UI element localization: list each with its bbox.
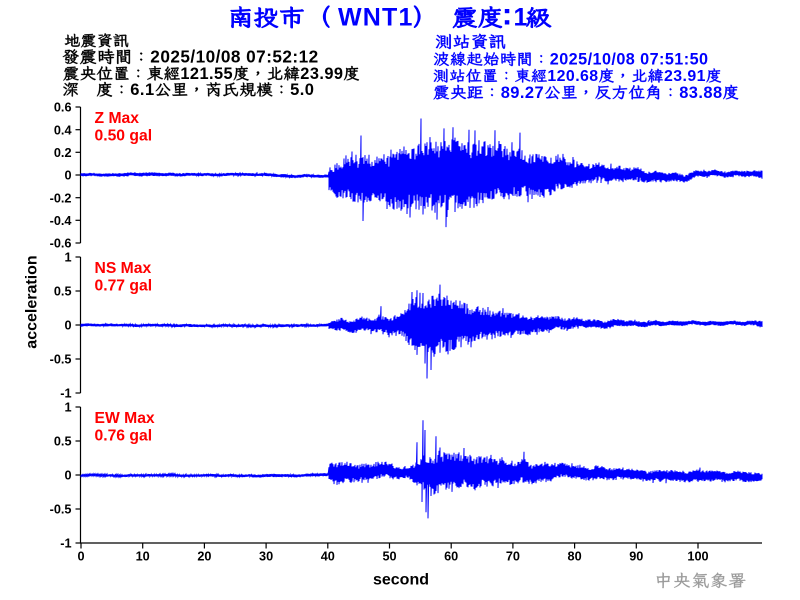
svg-text:40: 40 <box>321 549 335 563</box>
svg-text:-1: -1 <box>60 537 71 551</box>
svg-text:30: 30 <box>259 549 273 563</box>
svg-text:70: 70 <box>506 549 520 563</box>
svg-text:0.77 gal: 0.77 gal <box>95 278 153 295</box>
svg-text:2025/10/08 07:51:50: 2025/10/08 07:51:50 <box>550 50 709 68</box>
svg-text:-0.5: -0.5 <box>50 503 72 517</box>
svg-text:WNT1: WNT1 <box>338 4 414 32</box>
svg-text:20: 20 <box>197 549 211 563</box>
svg-text:100: 100 <box>687 549 708 563</box>
svg-text:121.55: 121.55 <box>180 65 233 83</box>
svg-text:-0.6: -0.6 <box>50 237 72 251</box>
svg-text:-0.4: -0.4 <box>50 214 72 228</box>
svg-text:1: 1 <box>514 4 528 32</box>
svg-text:-0.5: -0.5 <box>50 353 72 367</box>
svg-text:0.50 gal: 0.50 gal <box>95 128 153 145</box>
svg-text:0.4: 0.4 <box>54 123 72 137</box>
svg-text:89.27: 89.27 <box>501 84 544 102</box>
svg-text:0.6: 0.6 <box>54 101 72 115</box>
svg-text:0.2: 0.2 <box>54 146 72 160</box>
svg-text:6.1: 6.1 <box>130 81 154 99</box>
svg-text:1: 1 <box>64 401 71 415</box>
svg-text:-1: -1 <box>60 387 71 401</box>
svg-text:23.91: 23.91 <box>664 68 706 85</box>
svg-text:60: 60 <box>444 549 458 563</box>
svg-text:acceleration: acceleration <box>24 255 41 348</box>
svg-text:0: 0 <box>77 549 84 563</box>
svg-text:EW Max: EW Max <box>95 410 155 427</box>
svg-text:80: 80 <box>568 549 582 563</box>
svg-text:0.5: 0.5 <box>54 435 72 449</box>
svg-text:23.99: 23.99 <box>300 65 343 83</box>
svg-text:0.76 gal: 0.76 gal <box>95 428 153 445</box>
svg-text:second: second <box>373 572 429 589</box>
svg-text:83.88: 83.88 <box>679 84 722 102</box>
svg-text:10: 10 <box>136 549 150 563</box>
svg-text:50: 50 <box>382 549 396 563</box>
svg-text:0: 0 <box>64 469 71 483</box>
svg-text:NS Max: NS Max <box>95 260 152 277</box>
svg-text:5.0: 5.0 <box>290 81 314 99</box>
svg-text:Z Max: Z Max <box>95 110 140 127</box>
svg-text:90: 90 <box>629 549 643 563</box>
svg-text:1: 1 <box>64 251 71 265</box>
svg-text:0: 0 <box>64 319 71 333</box>
svg-text:2025/10/08 07:52:12: 2025/10/08 07:52:12 <box>150 46 318 66</box>
svg-text:0: 0 <box>64 169 71 183</box>
svg-text:-0.2: -0.2 <box>50 191 72 205</box>
svg-text:0.5: 0.5 <box>54 285 72 299</box>
svg-text:120.68: 120.68 <box>547 68 598 85</box>
